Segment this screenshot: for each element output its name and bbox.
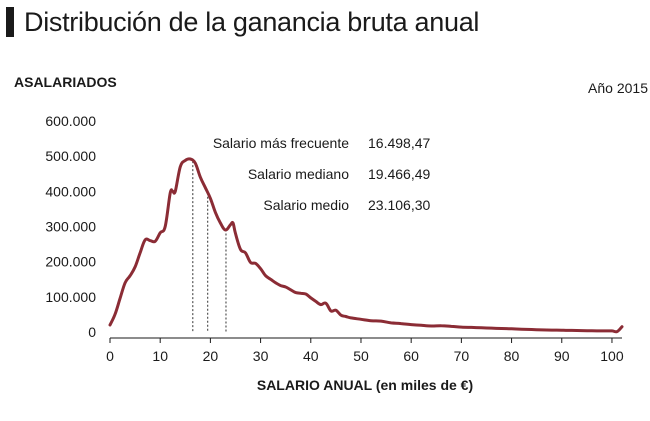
title-block: Distribución de la ganancia bruta anual [6,4,479,40]
year-label: Año 2015 [588,80,648,96]
annotation-value: 16.498,47 [368,135,430,151]
series-line [108,157,624,334]
y-tick-label: 600.000 [45,113,96,129]
y-tick-label: 300.000 [45,219,96,235]
x-tick-label: 80 [504,348,520,364]
annotation-value: 23.106,30 [368,197,430,213]
y-axis-title: ASALARIADOS [14,74,117,90]
x-tick-label: 60 [403,348,419,364]
y-tick-label: 100.000 [45,289,96,305]
x-tick-label: 20 [203,348,219,364]
x-axis-title: SALARIO ANUAL (en miles de €) [257,377,473,393]
x-tick-label: 90 [554,348,570,364]
y-tick-label: 400.000 [45,183,96,199]
x-tick-label: 70 [454,348,470,364]
x-tick-label: 10 [152,348,168,364]
x-tick-label: 100 [600,348,624,364]
y-tick-label: 0 [88,324,96,340]
x-tick-label: 30 [253,348,269,364]
annotation-label: Salario medio [263,197,349,213]
y-tick-label: 200.000 [45,254,96,270]
chart-title: Distribución de la ganancia bruta anual [24,6,480,37]
x-tick-label: 50 [353,348,369,364]
annotation-label: Salario más frecuente [213,135,349,151]
annotation-label: Salario mediano [248,166,349,182]
x-tick-label: 0 [106,348,114,364]
x-tick-label: 40 [303,348,319,364]
title-accent-bar [6,7,14,37]
annotation-value: 19.466,49 [368,166,430,182]
y-tick-label: 500.000 [45,148,96,164]
